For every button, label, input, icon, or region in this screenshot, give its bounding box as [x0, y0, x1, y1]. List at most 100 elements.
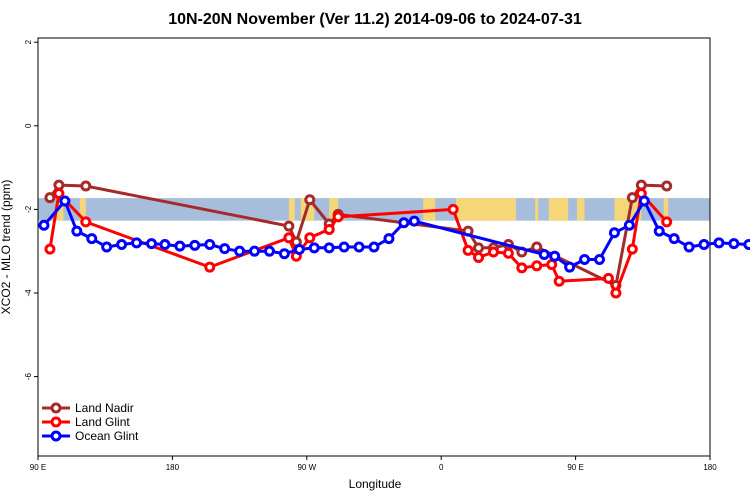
data-point — [538, 249, 550, 261]
data-point — [553, 275, 565, 287]
data-point — [44, 243, 56, 255]
data-point — [249, 245, 261, 257]
data-point — [546, 259, 558, 271]
data-point — [462, 244, 474, 256]
data-point — [683, 241, 695, 253]
data-point — [323, 242, 335, 254]
data-point — [531, 260, 543, 272]
data-point — [116, 238, 128, 250]
series-layer — [38, 179, 750, 299]
data-point — [626, 243, 638, 255]
data-point — [623, 219, 635, 231]
data-point — [713, 237, 725, 249]
data-point — [304, 232, 316, 244]
data-point — [608, 227, 620, 239]
map-land — [79, 198, 86, 221]
data-point — [219, 243, 231, 255]
data-point — [635, 179, 647, 191]
legend-swatch-marker — [50, 430, 62, 442]
data-point — [661, 180, 673, 192]
map-land — [423, 198, 436, 221]
data-point — [131, 237, 143, 249]
data-point — [408, 215, 420, 227]
legend-item-land-glint: Land Glint — [42, 415, 130, 429]
legend-label: Land Glint — [75, 415, 130, 429]
plot-frame — [37, 37, 711, 457]
data-point — [626, 192, 638, 204]
y-tick-label: -6 — [24, 372, 33, 380]
data-point — [487, 246, 499, 258]
data-point — [593, 254, 605, 266]
x-tick-label: 180 — [166, 463, 180, 472]
data-point — [71, 225, 83, 237]
legend-swatch-marker — [50, 416, 62, 428]
data-point — [447, 203, 459, 215]
series-land-glint — [44, 187, 673, 299]
data-point — [610, 287, 622, 299]
x-tick-label: 90 E — [567, 463, 583, 472]
data-point — [80, 216, 92, 228]
data-point — [53, 179, 65, 191]
y-tick-label: -4 — [24, 289, 33, 297]
data-point — [38, 219, 50, 231]
x-tick-label: 180 — [703, 463, 717, 472]
legend-item-ocean-glint: Ocean Glint — [42, 429, 139, 443]
data-point — [383, 233, 395, 245]
x-tick-label: 0 — [439, 463, 444, 472]
data-point — [353, 241, 365, 253]
map-ocean — [38, 198, 710, 221]
background-map-band — [38, 198, 710, 221]
data-point — [653, 225, 665, 237]
data-point — [59, 195, 71, 207]
data-point — [263, 245, 275, 257]
y-tick-label: -2 — [24, 205, 33, 213]
data-point — [516, 262, 528, 274]
data-point — [323, 223, 335, 235]
data-point — [283, 232, 295, 244]
map-land — [663, 198, 669, 221]
data-point — [293, 244, 305, 256]
y-tick-label: 2 — [24, 39, 33, 44]
x-tick-label: 90 E — [30, 463, 46, 472]
map-land — [288, 198, 295, 221]
map-land — [577, 198, 585, 221]
data-point — [304, 194, 316, 206]
map-land — [456, 198, 516, 221]
y-axis: 2 0 -2 -4 -6 — [24, 39, 38, 380]
data-point — [661, 216, 673, 228]
data-point — [398, 217, 410, 229]
data-point — [80, 180, 92, 192]
series-line — [48, 183, 667, 287]
y-axis-label: XCO2 - MLO trend (ppm) — [0, 180, 13, 315]
map-land — [535, 198, 539, 221]
data-point — [502, 247, 514, 259]
data-point — [728, 238, 740, 250]
data-point — [368, 241, 380, 253]
data-point — [204, 238, 216, 250]
data-point — [101, 241, 113, 253]
data-point — [44, 192, 56, 204]
data-point — [283, 220, 295, 232]
legend-label: Land Nadir — [75, 401, 134, 415]
data-point — [549, 250, 561, 262]
data-point — [189, 239, 201, 251]
data-point — [602, 272, 614, 284]
data-point — [145, 238, 157, 250]
data-point — [531, 241, 543, 253]
series-ocean-glint — [38, 195, 750, 273]
data-point — [338, 241, 350, 253]
legend: Land Nadir Land Glint Ocean Glint — [42, 401, 139, 443]
x-axis-label: Longitude — [349, 477, 402, 491]
data-point — [278, 248, 290, 260]
data-point — [698, 238, 710, 250]
x-axis: 90 E 180 90 W 0 90 E 180 — [30, 456, 717, 472]
series-land-nadir — [44, 179, 673, 291]
data-point — [579, 254, 591, 266]
data-point — [86, 233, 98, 245]
x-tick-label: 90 W — [297, 463, 316, 472]
map-land — [329, 198, 339, 221]
data-point — [638, 195, 650, 207]
data-point — [473, 242, 485, 254]
data-point — [174, 240, 186, 252]
